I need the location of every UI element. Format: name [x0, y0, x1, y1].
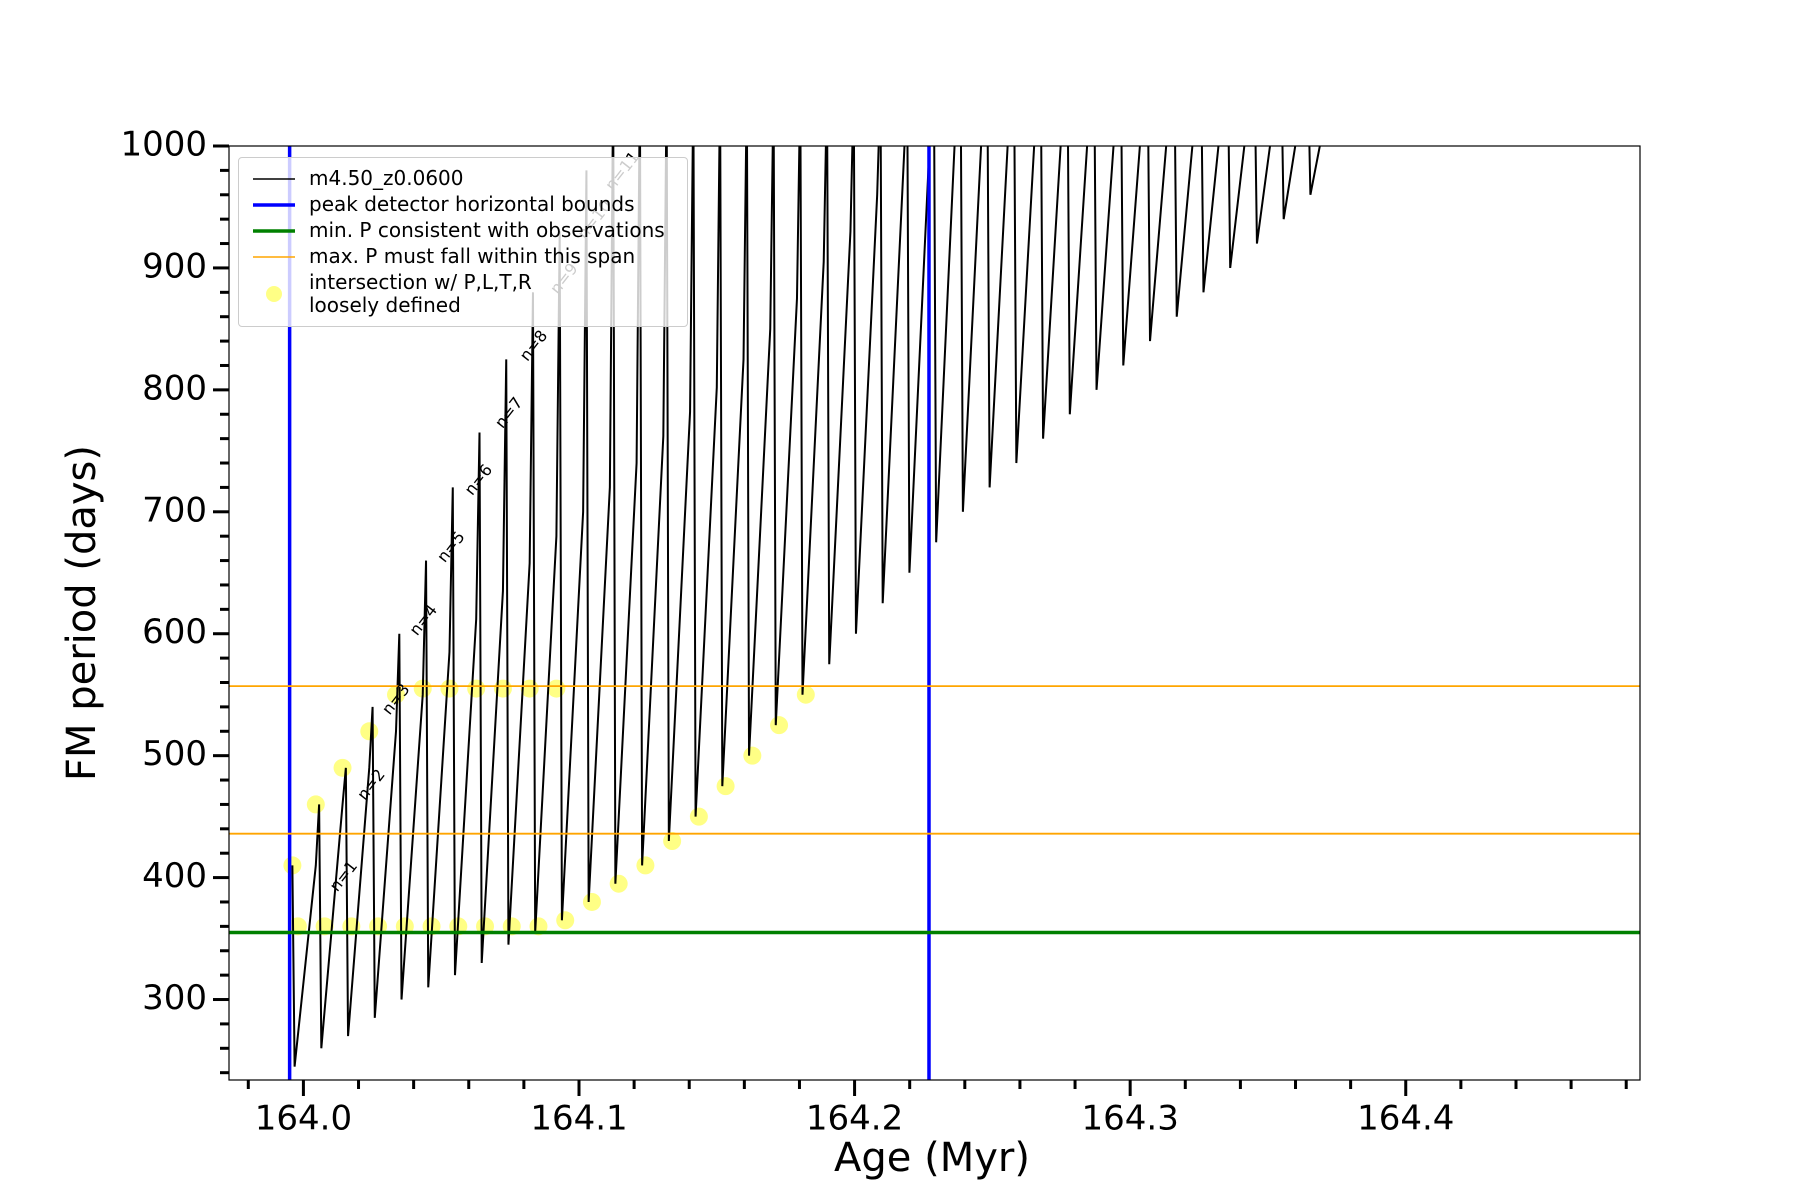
data-line [291, 146, 1321, 1067]
legend-label: max. P must fall within this span [309, 244, 636, 268]
axes-frame [228, 145, 1641, 1081]
legend-entry: max. P must fall within this span [239, 245, 687, 268]
x-tick-label: 164.0 [255, 1099, 352, 1139]
y-tick-label: 900 [142, 246, 207, 286]
intersection-point [306, 795, 325, 814]
legend-swatch [266, 286, 282, 302]
intersection-point [556, 911, 575, 930]
y-tick-label: 600 [142, 612, 207, 652]
y-axis-label: FM period (days) [59, 445, 105, 781]
y-tick-label: 800 [142, 368, 207, 408]
legend-swatch [253, 202, 295, 207]
annotation: n=7 [491, 393, 527, 431]
swatch-dot [266, 286, 282, 302]
legend-label: intersection w/ P,L,T,R loosely defined [309, 270, 532, 317]
y-tick-label: 700 [142, 490, 207, 530]
intersection-point [743, 746, 762, 765]
intersection-point [663, 832, 682, 851]
intersection-point [636, 856, 655, 875]
intersection-point [609, 874, 628, 893]
intersection-point [770, 716, 789, 735]
annotation: n=4 [405, 601, 441, 639]
intersection-point [333, 758, 352, 777]
intersection-point [360, 722, 379, 741]
intersection-point [582, 892, 601, 911]
annotation: n=5 [433, 528, 469, 566]
annotation: n=2 [353, 765, 389, 803]
annotation: n=1 [325, 857, 361, 895]
legend-label: m4.50_z0.0600 [309, 166, 464, 190]
y-tick-label: 300 [142, 978, 207, 1018]
legend-label: min. P consistent with observations [309, 218, 665, 242]
legend-entry: m4.50_z0.0600 [239, 167, 687, 190]
legend-entry: peak detector horizontal bounds [239, 193, 687, 216]
x-tick-label: 164.2 [806, 1099, 903, 1139]
intersection-point [440, 679, 459, 698]
legend-entry: min. P consistent with observations [239, 219, 687, 242]
legend-swatch [253, 255, 295, 258]
x-axis-label: Age (Myr) [834, 1135, 1030, 1181]
legend-swatch [253, 177, 295, 180]
x-tick-label: 164.4 [1357, 1099, 1454, 1139]
annotation: n=6 [460, 460, 496, 498]
y-tick-label: 400 [142, 856, 207, 896]
intersection-point [796, 685, 815, 704]
legend-label: peak detector horizontal bounds [309, 192, 635, 216]
legend: m4.50_z0.0600 peak detector horizontal bo… [238, 157, 688, 327]
annotation: n=8 [516, 326, 552, 364]
legend-entry: intersection w/ P,L,T,R loosely defined [239, 271, 687, 317]
intersection-point [689, 807, 708, 826]
y-tick-label: 1000 [120, 125, 207, 165]
intersection-point [547, 679, 566, 698]
legend-swatch [253, 228, 295, 233]
y-tick-label: 500 [142, 734, 207, 774]
plot-area [229, 146, 1640, 1080]
intersection-point [467, 679, 486, 698]
x-tick-label: 164.1 [530, 1099, 627, 1139]
x-tick-label: 164.3 [1081, 1099, 1178, 1139]
intersection-point [716, 777, 735, 796]
